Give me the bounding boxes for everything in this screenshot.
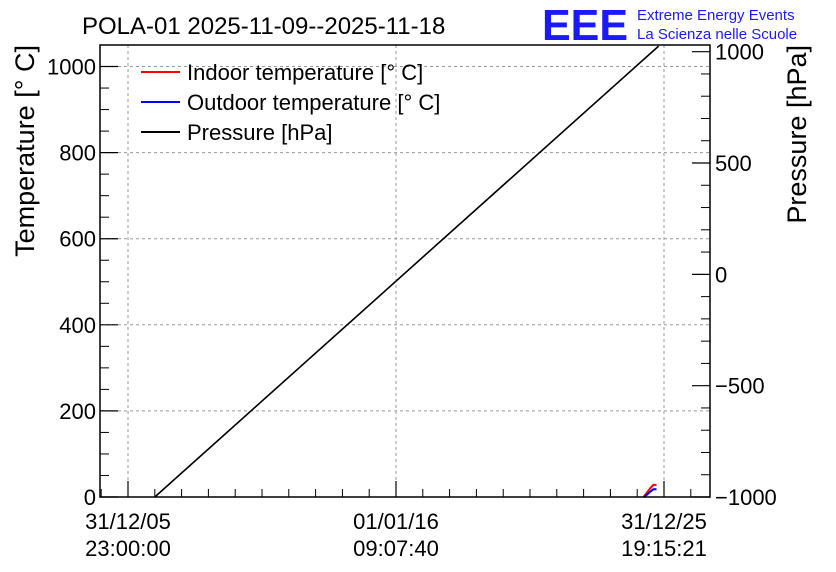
plot-frame: [99, 44, 711, 498]
y2-tick-label: −500: [715, 374, 765, 399]
logo-line2: La Scienza nelle Scuole: [637, 26, 797, 43]
x-tick-label-date: 31/12/25: [621, 509, 707, 534]
legend-indoor-label: Indoor temperature [° C]: [187, 60, 423, 85]
y2-tick-label: 500: [715, 151, 752, 176]
y2-axis-label: Pressure [hPa]: [782, 45, 812, 224]
eee-logo: EEE Extreme Energy Events La Scienza nel…: [542, 1, 797, 50]
legend-outdoor-label: Outdoor temperature [° C]: [187, 90, 440, 115]
x-tick-label-time: 09:07:40: [353, 536, 439, 561]
legend: Indoor temperature [° C] Outdoor temperat…: [141, 60, 440, 145]
logo-mark: EEE: [542, 1, 628, 50]
y2-tick-label: −1000: [715, 485, 777, 510]
y-tick-label: 800: [59, 141, 96, 166]
x-tick-label-date: 01/01/16: [353, 509, 439, 534]
series-line-outdoor: [643, 488, 657, 498]
y2-tick-label: 0: [715, 262, 727, 287]
y-axis-label: Temperature [° C]: [10, 45, 40, 257]
x-tick-label-time: 19:15:21: [621, 536, 707, 561]
logo-line1: Extreme Energy Events: [637, 7, 795, 24]
series-line-pressure: [154, 45, 660, 498]
x-tick-label-time: 23:00:00: [85, 536, 171, 561]
y-tick-label: 0: [84, 485, 96, 510]
series-layer: [154, 45, 660, 498]
x-tick-label-date: 31/12/05: [85, 509, 171, 534]
y-tick-label: 400: [59, 313, 96, 338]
y2-tick-label: 1000: [715, 40, 764, 65]
y-tick-label: 1000: [47, 55, 96, 80]
chart-title: POLA-01 2025-11-09--2025-11-18: [82, 13, 445, 40]
y-tick-label: 600: [59, 227, 96, 252]
legend-pressure-label: Pressure [hPa]: [187, 120, 333, 145]
y-tick-label: 200: [59, 399, 96, 424]
series-line-indoor: [642, 483, 657, 498]
